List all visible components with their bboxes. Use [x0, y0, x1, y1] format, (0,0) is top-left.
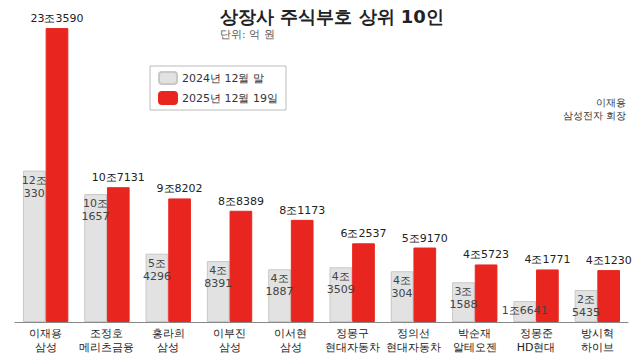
svg-text:4조1771: 4조1771 [524, 253, 570, 266]
svg-text:1887: 1887 [266, 285, 294, 298]
svg-text:이부진: 이부진 [213, 327, 246, 340]
svg-text:4조: 4조 [332, 270, 350, 283]
svg-text:9조8202: 9조8202 [157, 182, 203, 195]
svg-text:정의선: 정의선 [397, 327, 430, 340]
svg-text:알테오젠: 알테오젠 [453, 341, 497, 354]
svg-text:삼성: 삼성 [280, 341, 302, 354]
svg-text:2조: 2조 [577, 293, 595, 306]
svg-text:4조5723: 4조5723 [463, 248, 509, 261]
svg-text:4296: 4296 [143, 270, 171, 283]
svg-text:홍라희: 홍라희 [152, 327, 185, 340]
svg-text:방시혁: 방시혁 [581, 327, 614, 340]
svg-text:4조: 4조 [393, 274, 411, 287]
svg-text:5조9170: 5조9170 [402, 232, 448, 245]
svg-text:2024년 12월 말: 2024년 12월 말 [182, 72, 264, 85]
svg-text:메리츠금융: 메리츠금융 [79, 341, 134, 354]
svg-text:304: 304 [392, 287, 413, 300]
svg-text:상장사 주식부호 상위 10인: 상장사 주식부호 상위 10인 [220, 6, 444, 27]
svg-text:8조1173: 8조1173 [279, 204, 325, 217]
svg-text:4조1230: 4조1230 [586, 254, 632, 267]
svg-text:3조: 3조 [454, 285, 472, 298]
svg-text:5435: 5435 [572, 306, 600, 319]
svg-text:삼성: 삼성 [157, 341, 179, 354]
svg-text:3509: 3509 [327, 283, 355, 296]
svg-text:삼성: 삼성 [219, 341, 241, 354]
svg-text:현대자동차: 현대자동차 [325, 341, 380, 354]
svg-text:4조: 4조 [209, 264, 227, 277]
svg-text:10조7131: 10조7131 [92, 171, 145, 184]
svg-text:이재용: 이재용 [596, 97, 626, 108]
svg-text:4조: 4조 [271, 272, 289, 285]
svg-text:5조: 5조 [148, 257, 166, 270]
svg-text:8391: 8391 [204, 277, 232, 290]
svg-text:박순재: 박순재 [458, 327, 491, 340]
svg-text:이서현: 이서현 [274, 327, 307, 340]
svg-text:현대자동차: 현대자동차 [386, 341, 441, 354]
svg-text:1657: 1657 [82, 210, 110, 223]
svg-text:6조2537: 6조2537 [340, 227, 386, 240]
svg-text:정몽준: 정몽준 [520, 327, 553, 340]
svg-text:단위: 억 원: 단위: 억 원 [220, 28, 275, 41]
svg-text:HD현대: HD현대 [517, 341, 556, 354]
svg-text:정몽구: 정몽구 [336, 327, 369, 340]
svg-text:1588: 1588 [449, 298, 477, 311]
svg-text:조정호: 조정호 [90, 327, 123, 340]
svg-text:하이브: 하이브 [581, 341, 614, 354]
svg-text:23조3590: 23조3590 [30, 12, 83, 25]
svg-text:1조6641: 1조6641 [502, 304, 548, 317]
svg-text:2025년 12월 19일: 2025년 12월 19일 [182, 92, 278, 105]
svg-text:이재용: 이재용 [29, 327, 62, 340]
svg-text:12조: 12조 [22, 174, 47, 187]
svg-text:330: 330 [24, 187, 45, 200]
svg-text:삼성전자 회장: 삼성전자 회장 [563, 110, 626, 121]
svg-text:10조: 10조 [83, 197, 108, 210]
svg-text:8조8389: 8조8389 [218, 195, 264, 208]
svg-text:삼성: 삼성 [35, 341, 57, 354]
